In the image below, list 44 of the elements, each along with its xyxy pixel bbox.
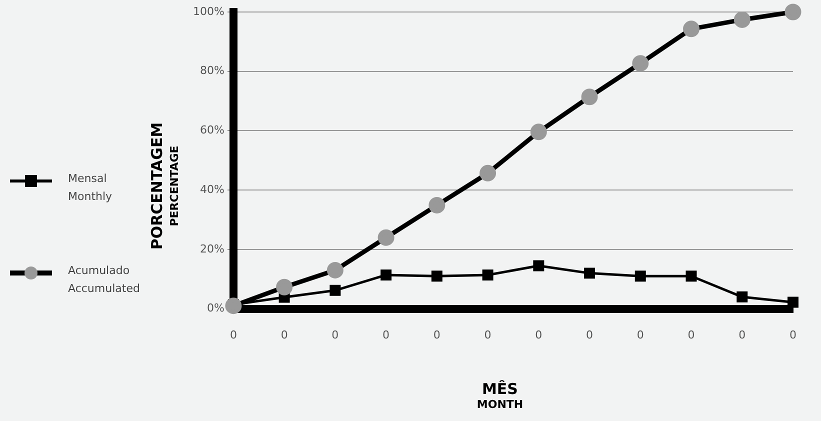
x-axis-title: MÊS MONTH	[476, 380, 524, 411]
point	[431, 270, 442, 282]
y-tick-label: 80%	[200, 64, 224, 78]
y-tick-label: 0%	[206, 302, 224, 315]
y-tick-label: 20%	[200, 242, 224, 256]
y-tick-label: 100%	[192, 4, 224, 18]
point	[378, 229, 394, 246]
x-tick-label: 0	[738, 328, 746, 342]
point	[530, 124, 547, 140]
point	[482, 269, 494, 280]
point	[686, 270, 697, 282]
x-tick-label: 0	[636, 328, 644, 342]
point	[581, 88, 598, 106]
x-tick-label: 0	[586, 328, 594, 342]
point	[734, 11, 750, 28]
x-tick-label: 0	[790, 328, 796, 342]
point	[634, 270, 646, 282]
legend-label: Acumulado Accumulated	[68, 263, 140, 297]
point	[225, 298, 242, 314]
point	[784, 4, 802, 20]
point	[683, 20, 700, 38]
x-tick-label: 0	[280, 328, 288, 342]
point	[584, 268, 596, 279]
x-tick-label: 0	[433, 328, 440, 342]
point	[788, 296, 798, 308]
x-tick-label: 0	[332, 328, 339, 342]
point	[533, 260, 544, 272]
point	[736, 291, 748, 302]
x-tick-label: 0	[382, 328, 390, 342]
legend-label: Mensal Monthly	[68, 171, 112, 205]
y-tick-label: 60%	[200, 124, 224, 137]
point	[330, 284, 341, 296]
point	[380, 269, 392, 280]
y-tick-label: 40%	[200, 182, 224, 196]
point	[428, 196, 446, 214]
point	[276, 278, 293, 296]
x-tick-label: 0	[535, 328, 542, 342]
x-tick-label: 0	[484, 328, 492, 342]
point	[632, 55, 649, 72]
x-tick-label: 0	[688, 328, 695, 342]
point	[326, 262, 344, 278]
point	[480, 164, 496, 182]
x-tick-label: 0	[230, 328, 237, 342]
y-axis-title: PORCENTAGEM PERCENTAGE	[148, 121, 182, 251]
